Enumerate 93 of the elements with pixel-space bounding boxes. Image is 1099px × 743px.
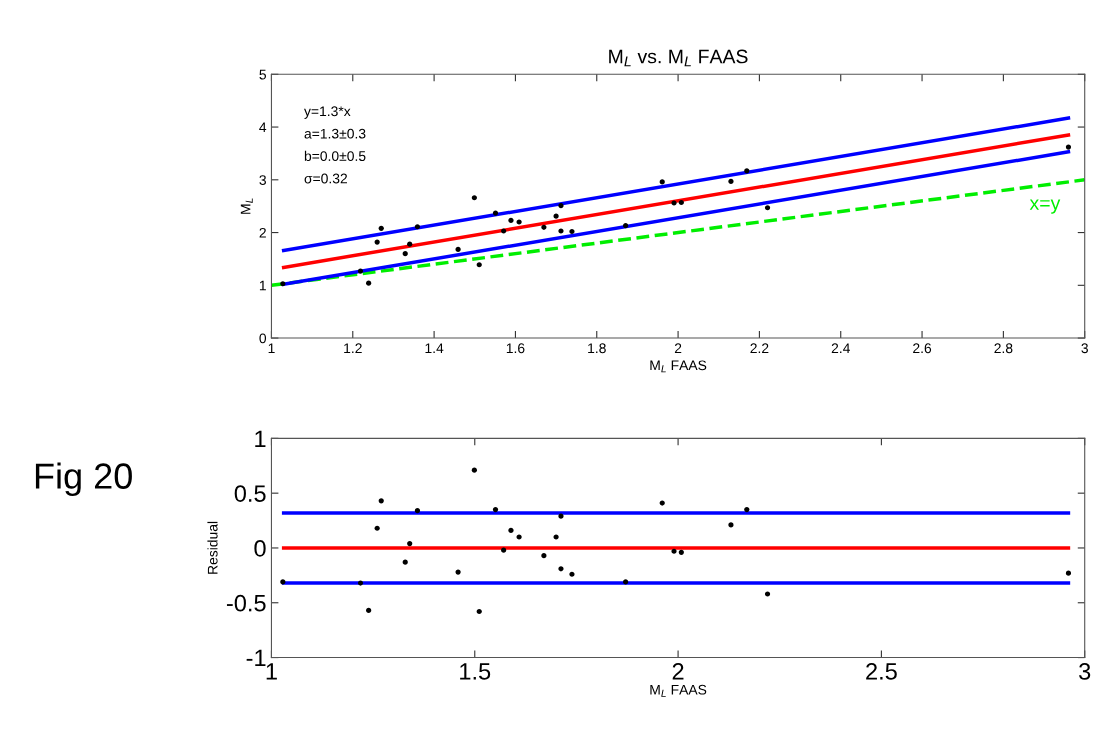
x-axis-title: M$_{L}$ FAAS bbox=[650, 684, 707, 697]
point bbox=[558, 566, 564, 572]
y-tick-label: 3 bbox=[259, 175, 266, 185]
point bbox=[744, 168, 750, 174]
point bbox=[764, 591, 771, 597]
x-tick-label: 1.4 bbox=[425, 343, 444, 353]
x-tick-label: 2.2 bbox=[750, 343, 769, 353]
point bbox=[402, 559, 408, 565]
x-tick-label: 1.8 bbox=[588, 343, 606, 354]
point bbox=[508, 217, 514, 224]
point bbox=[671, 548, 677, 554]
point bbox=[541, 553, 547, 559]
point bbox=[558, 513, 564, 519]
point bbox=[280, 579, 286, 585]
point bbox=[378, 225, 384, 231]
annotation: y=1.3*x bbox=[304, 106, 351, 119]
x-tick-label: 3 bbox=[1079, 663, 1091, 680]
point bbox=[553, 213, 559, 219]
x-tick-label: 2 bbox=[674, 343, 682, 353]
series-label: x=y bbox=[1029, 199, 1061, 214]
point bbox=[455, 246, 461, 253]
annotation: a=1.3±0.3 bbox=[304, 128, 366, 139]
x-tick-label: 2.5 bbox=[866, 663, 897, 680]
point bbox=[659, 500, 665, 506]
point bbox=[569, 571, 575, 577]
x-tick-label: 3 bbox=[1081, 343, 1088, 354]
point bbox=[1065, 570, 1072, 576]
point bbox=[407, 540, 413, 547]
point bbox=[366, 280, 372, 286]
point bbox=[492, 507, 499, 513]
point bbox=[623, 579, 629, 585]
point bbox=[623, 223, 629, 229]
point bbox=[407, 241, 413, 247]
point bbox=[678, 549, 684, 555]
y-tick-label: 1 bbox=[259, 280, 266, 291]
point bbox=[678, 199, 684, 206]
x-tick-label: 1.5 bbox=[460, 663, 491, 680]
point bbox=[501, 547, 507, 553]
y-tick-label: 0 bbox=[254, 540, 266, 557]
y-tick-label: 2 bbox=[259, 227, 266, 238]
point bbox=[541, 224, 547, 230]
annotation: σ=0.32 bbox=[304, 173, 347, 184]
point bbox=[569, 228, 575, 235]
point bbox=[659, 179, 665, 185]
point bbox=[357, 580, 364, 586]
point bbox=[374, 525, 380, 531]
point bbox=[764, 205, 771, 211]
x-tick-label: 2 bbox=[672, 663, 684, 680]
point bbox=[374, 239, 380, 245]
point bbox=[1065, 144, 1072, 150]
y-axis-title: Residual bbox=[207, 521, 218, 574]
y-tick-label: 4 bbox=[259, 122, 267, 133]
point bbox=[516, 219, 522, 225]
point bbox=[728, 178, 734, 184]
point bbox=[471, 467, 477, 473]
y-tick-label: 5 bbox=[259, 69, 267, 80]
point bbox=[366, 607, 372, 614]
point bbox=[471, 195, 477, 201]
annotation: b=0.0±0.5 bbox=[304, 150, 366, 161]
x-tick-label: 1 bbox=[268, 343, 275, 353]
x-tick-label: 2.8 bbox=[994, 343, 1013, 354]
y-tick-label: 0.5 bbox=[234, 485, 266, 502]
point bbox=[558, 203, 564, 209]
point bbox=[501, 228, 507, 234]
y-axis-title: M$_{L}$ bbox=[240, 198, 253, 214]
point bbox=[476, 262, 482, 268]
point bbox=[671, 200, 677, 206]
x-axis-title: M$_{L}$ FAAS bbox=[650, 360, 707, 373]
chart-title: M$_{L}$ vs. M$_{L}$ FAAS bbox=[609, 49, 748, 67]
point bbox=[553, 534, 559, 540]
point bbox=[357, 268, 364, 274]
point bbox=[508, 527, 514, 534]
y-tick-label: 1 bbox=[255, 430, 266, 447]
point bbox=[402, 251, 408, 257]
point bbox=[476, 608, 482, 615]
point bbox=[492, 210, 499, 216]
y-tick-label: -0.5 bbox=[226, 594, 266, 612]
caption: Fig 20 bbox=[35, 462, 132, 497]
y-tick-label: 0 bbox=[259, 333, 267, 344]
x-tick-label: 2.6 bbox=[913, 343, 932, 354]
point bbox=[378, 498, 384, 504]
point bbox=[558, 228, 564, 234]
point bbox=[455, 569, 461, 575]
point bbox=[414, 508, 421, 514]
y-tick-label: -1 bbox=[246, 649, 266, 667]
x-tick-label: 1.2 bbox=[344, 343, 362, 353]
point bbox=[414, 224, 421, 230]
point bbox=[728, 522, 734, 528]
x-tick-label: 1.6 bbox=[506, 343, 525, 354]
x-tick-label: 2.4 bbox=[831, 343, 850, 353]
point bbox=[744, 507, 750, 513]
point bbox=[280, 281, 286, 287]
point bbox=[516, 534, 522, 540]
